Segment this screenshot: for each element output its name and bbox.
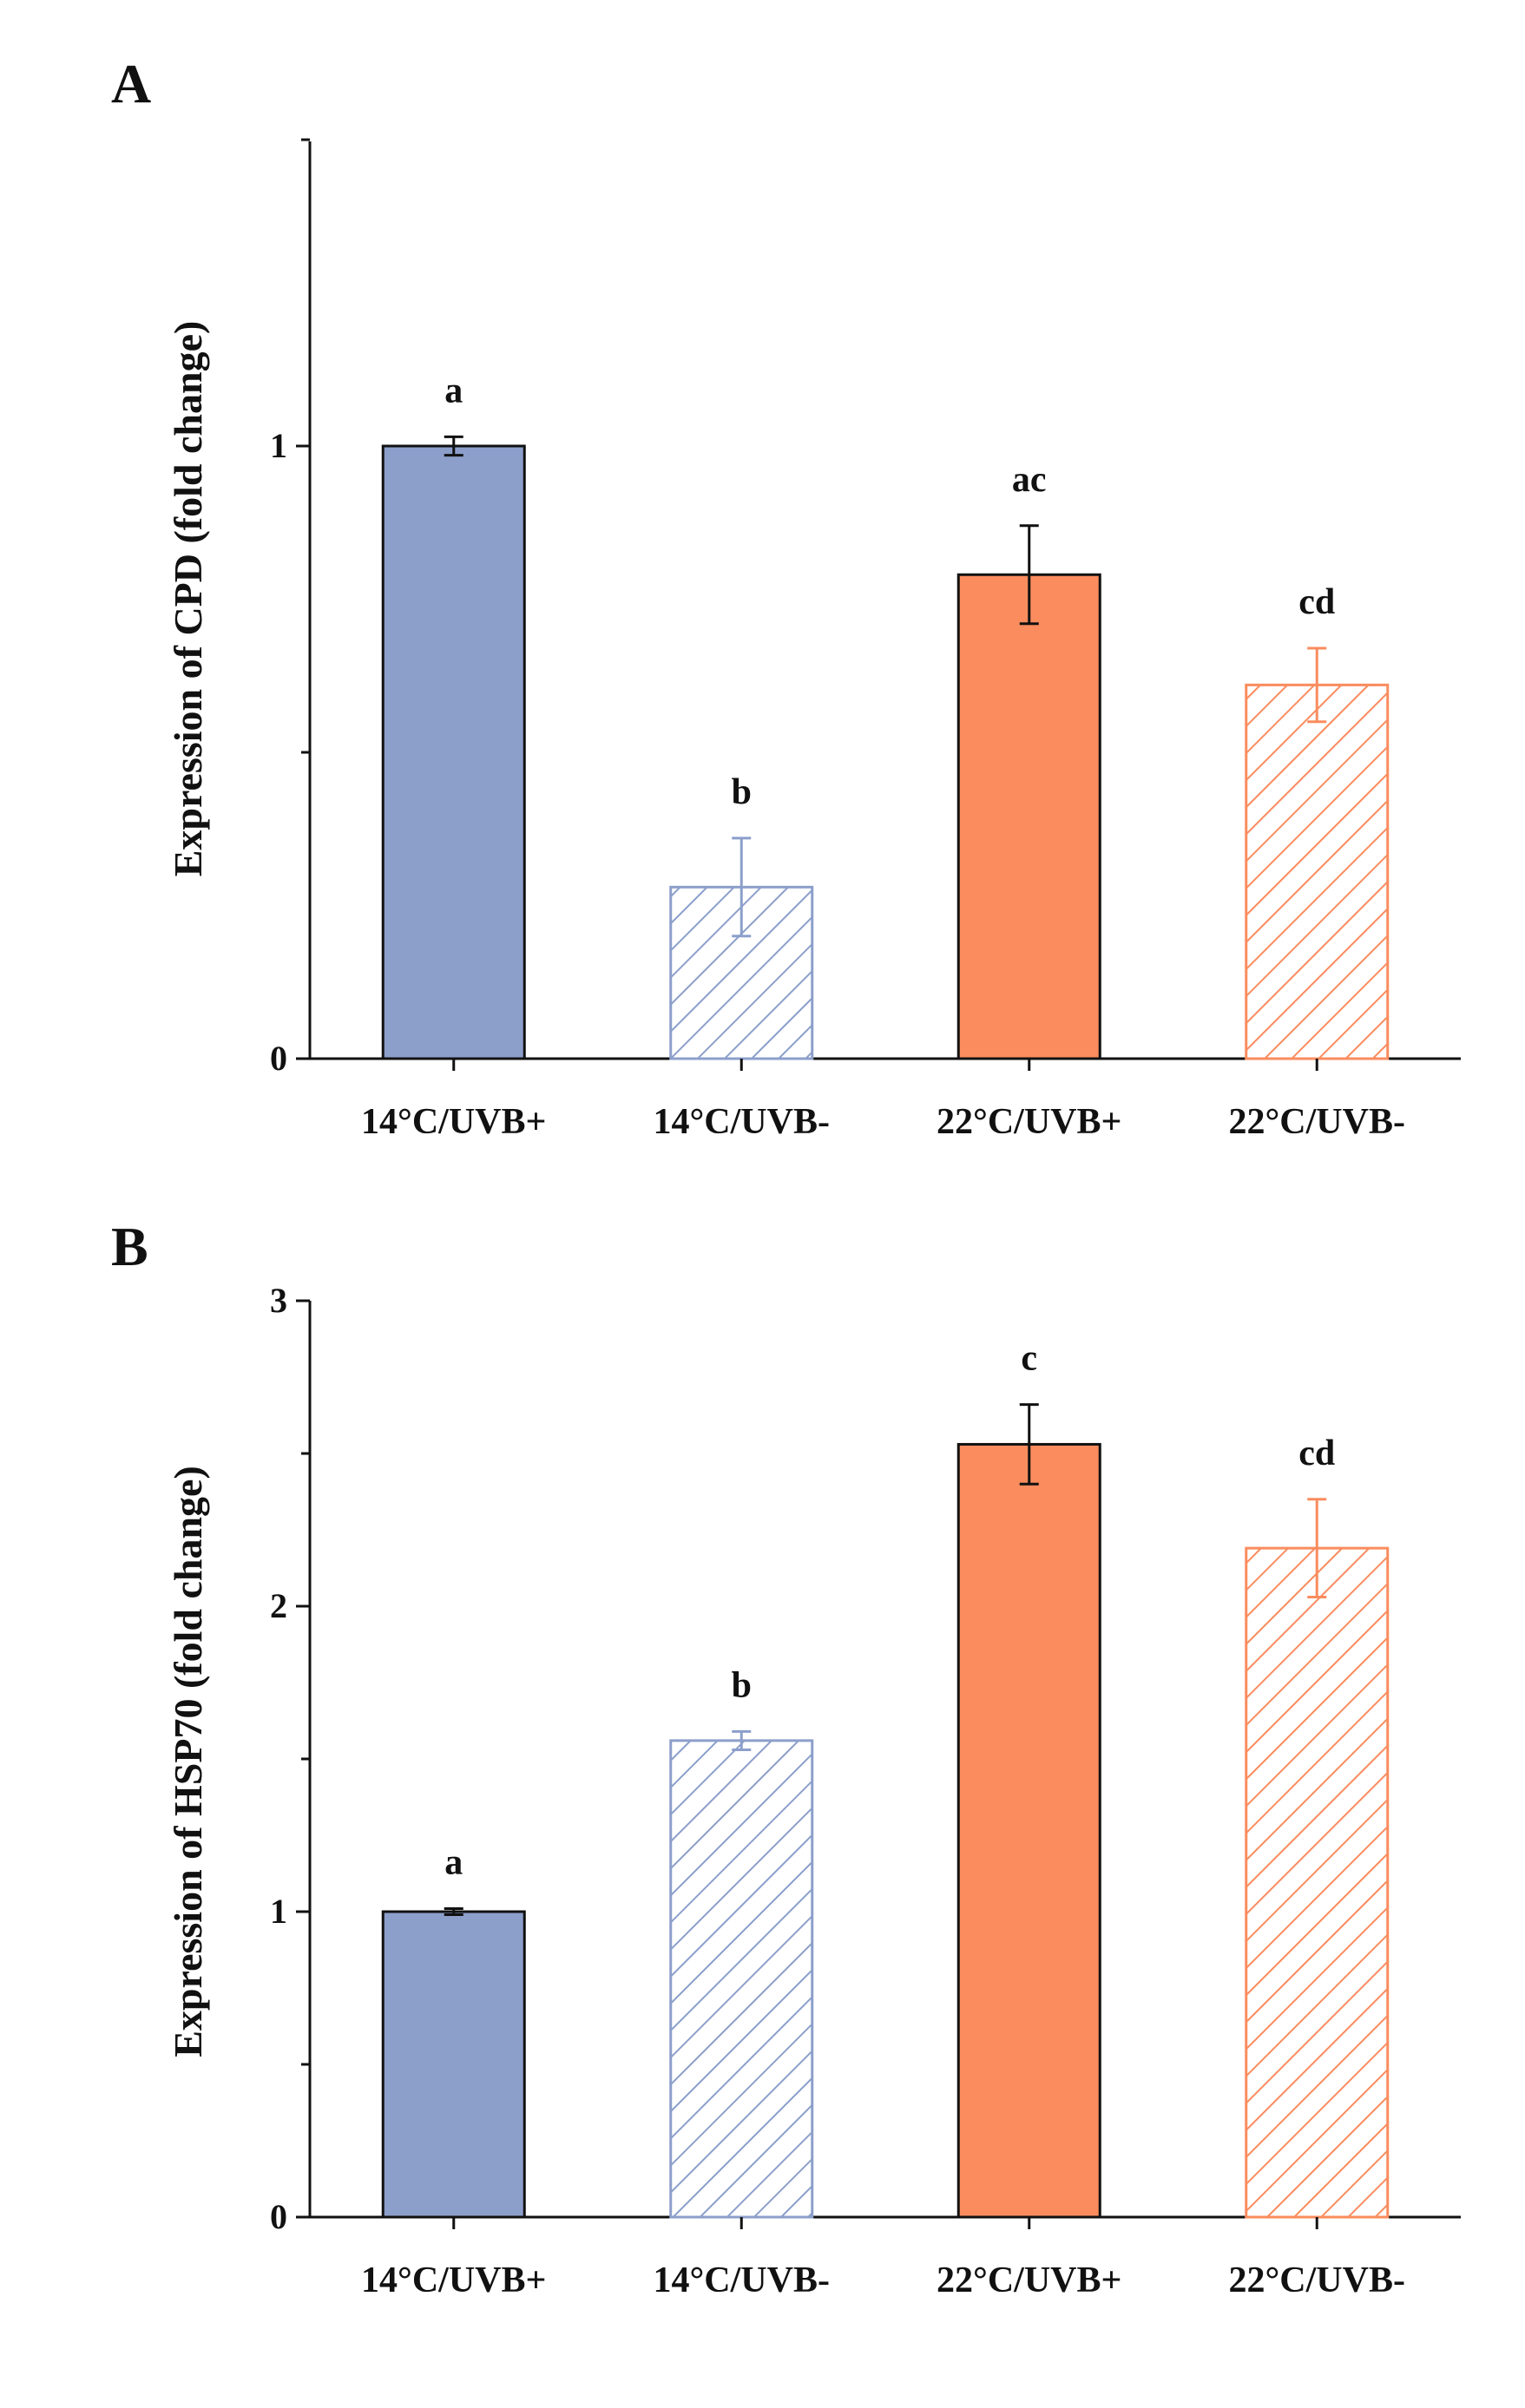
bar [381,1910,526,2219]
y-tick-label: 2 [270,1586,287,1625]
y-tick-label: 1 [270,426,287,465]
x-tick-label: 22°C/UVB+ [937,1102,1121,1142]
significance-label: b [732,772,752,812]
y-tick-label: 3 [270,1281,287,1320]
panel-label-b: B [111,1216,148,1277]
significance-label: a [444,371,463,410]
significance-label: cd [1298,582,1335,622]
x-tick-label: 22°C/UVB- [1229,1102,1405,1142]
panel-label-a: A [111,53,151,115]
bar [1245,683,1390,1060]
bar [1245,1546,1390,2219]
chart-panel-b: B Expression of HSP70 (fold change) 0 1 2 3… [111,1216,1461,2300]
significance-label: cd [1298,1434,1335,1473]
significance-label: a [444,1842,463,1882]
y-tick-label: 0 [270,2197,287,2236]
x-tick-label: 14°C/UVB- [654,2260,830,2300]
plot-area-b: 0 1 2 3 a 14°C/UVB+ b 14°C/UVB-c 22°C/UVB+ cd 22°C… [270,1281,1461,2300]
significance-label: b [732,1665,752,1705]
bar [956,1442,1101,2219]
x-tick-label: 22°C/UVB- [1229,2260,1405,2300]
significance-label: ac [1012,460,1047,500]
x-tick-label: 14°C/UVB+ [361,1102,546,1142]
y-axis-title-a: Expression of CPD (fold change) [166,321,210,877]
bar [956,573,1101,1060]
x-tick-label: 14°C/UVB+ [361,2260,546,2300]
chart-panel-a: A Expression of CPD (fold change) 0 1 a 14°… [111,53,1461,1142]
y-tick-label: 1 [270,1892,287,1931]
x-tick-label: 22°C/UVB+ [937,2260,1121,2300]
bar [381,444,526,1060]
significance-label: c [1021,1339,1037,1379]
y-axis-title-b: Expression of HSP70 (fold change) [166,1466,210,2057]
plot-area-a: 0 1 a 14°C/UVB+ b 14°C/UVB-ac 22°C/UVB+ cd 22°C/… [270,138,1461,1142]
x-tick-label: 14°C/UVB- [654,1102,830,1142]
bar [669,1739,814,2219]
y-tick-label: 0 [270,1039,287,1078]
